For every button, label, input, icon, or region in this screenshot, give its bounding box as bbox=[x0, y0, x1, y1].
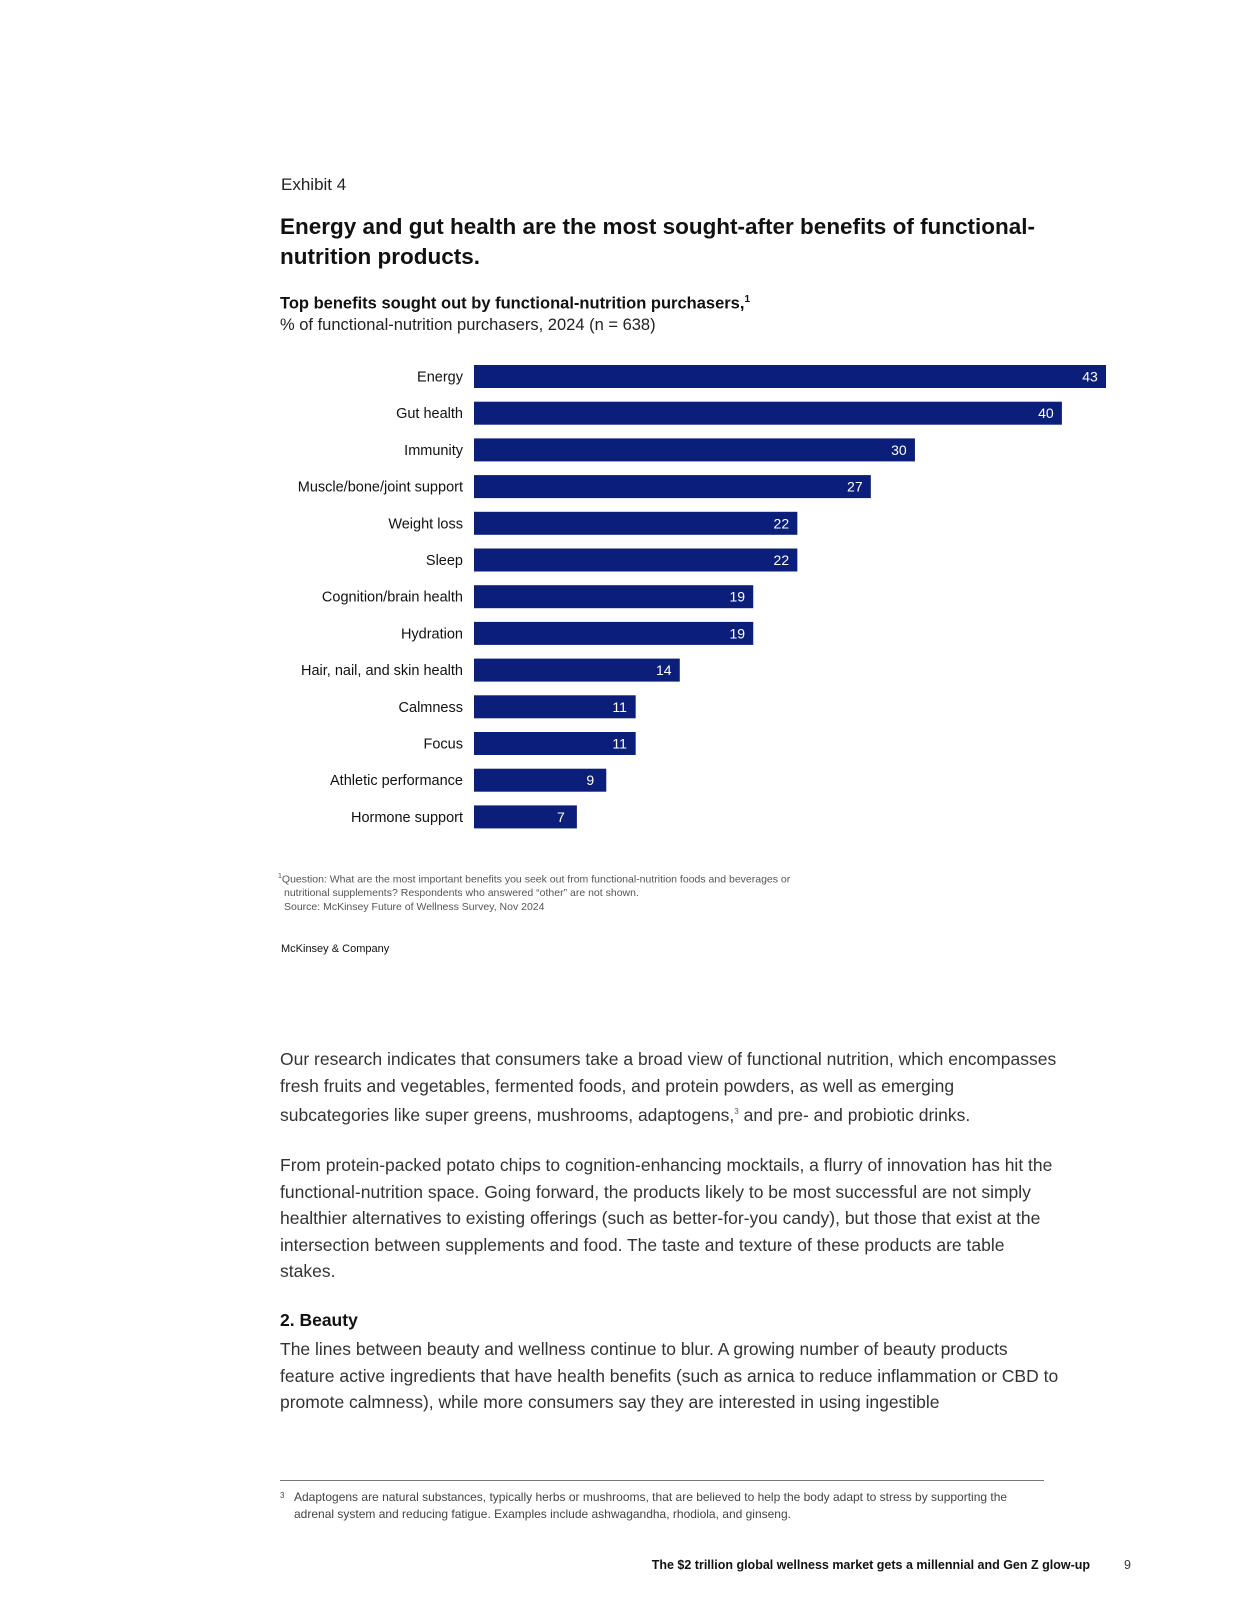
data-label: 27 bbox=[847, 479, 863, 495]
bar bbox=[474, 585, 754, 609]
running-footer-title: The $2 trillion global wellness market g… bbox=[651, 1558, 1090, 1572]
footnote-text: Adaptogens are natural substances, typic… bbox=[294, 1490, 1008, 1521]
chart-note-line-2: nutritional supplements? Respondents who… bbox=[284, 887, 639, 899]
category-label: Hormone support bbox=[351, 810, 463, 826]
category-label: Immunity bbox=[404, 443, 464, 459]
footnote-number: 3 bbox=[280, 1491, 285, 1500]
data-label: 40 bbox=[1038, 405, 1054, 421]
data-label: 11 bbox=[612, 736, 627, 752]
bar bbox=[474, 768, 607, 792]
category-label: Athletic performance bbox=[330, 773, 463, 789]
section-heading: 2. Beauty bbox=[280, 1310, 358, 1330]
data-label: 9 bbox=[586, 772, 594, 788]
data-label: 30 bbox=[891, 442, 907, 458]
page-number: 9 bbox=[1124, 1558, 1131, 1572]
chart-title-footnote-marker: 1 bbox=[744, 294, 750, 305]
body-paragraph-2: From protein-packed potato chips to cogn… bbox=[280, 1155, 1053, 1281]
exhibit-label: Exhibit 4 bbox=[281, 175, 347, 194]
bar bbox=[474, 695, 636, 719]
chart-subtitle: % of functional-nutrition purchasers, 20… bbox=[280, 316, 656, 334]
bar-chart: Energy 43 Gut health 40 Immunity 30 Muscle/bon… bbox=[298, 365, 1106, 829]
category-label: Focus bbox=[424, 737, 464, 753]
data-label: 22 bbox=[774, 515, 790, 531]
bar bbox=[474, 475, 871, 499]
body-paragraph-1: Our research indicates that consumers ta… bbox=[280, 1046, 1060, 1128]
footnote-ref-3[interactable]: 3 bbox=[734, 1107, 739, 1116]
body-paragraph-1-tail: and pre- and probiotic drinks. bbox=[738, 1104, 971, 1125]
category-label: Gut health bbox=[396, 406, 463, 422]
body-paragraph-1-text: Our research indicates that consumers ta… bbox=[280, 1049, 1057, 1125]
body-paragraph-3: The lines between beauty and wellness co… bbox=[280, 1339, 1059, 1412]
bar bbox=[474, 401, 1062, 425]
bar bbox=[474, 511, 798, 535]
data-label: 19 bbox=[729, 625, 745, 641]
data-label: 11 bbox=[612, 699, 627, 715]
bar bbox=[474, 732, 636, 755]
exhibit-headline: Energy and gut health are the most sough… bbox=[280, 214, 1036, 269]
bar bbox=[474, 805, 577, 829]
bar bbox=[474, 365, 1106, 388]
brand-credit: McKinsey & Company bbox=[281, 943, 390, 955]
chart-note-line-1: Question: What are the most important be… bbox=[281, 873, 791, 886]
category-label: Sleep bbox=[426, 553, 463, 569]
chart-title: Top benefits sought out by functional-nu… bbox=[280, 294, 750, 314]
category-label: Hair, nail, and skin health bbox=[301, 663, 463, 679]
category-label: Hydration bbox=[401, 626, 463, 642]
chart-note-marker: 1 bbox=[278, 873, 282, 880]
bar bbox=[474, 658, 680, 682]
category-label: Energy bbox=[417, 370, 464, 386]
category-label: Calmness bbox=[399, 700, 463, 716]
data-label: 7 bbox=[557, 809, 565, 825]
bar bbox=[474, 438, 915, 462]
data-label: 22 bbox=[774, 552, 790, 568]
bar bbox=[474, 621, 754, 645]
category-label: Weight loss bbox=[388, 516, 463, 532]
data-label: 19 bbox=[729, 589, 745, 605]
category-label: Muscle/bone/joint support bbox=[298, 480, 463, 496]
category-label: Cognition/brain health bbox=[322, 590, 463, 606]
bar bbox=[474, 548, 798, 572]
chart-notes: 1Question: What are the most important b… bbox=[278, 870, 878, 914]
data-label: 14 bbox=[656, 662, 672, 678]
chart-note-question: 1Question: What are the most important b… bbox=[278, 870, 878, 887]
chart-title-text: Top benefits sought out by functional-nu… bbox=[280, 294, 745, 313]
chart-source: Source: McKinsey Future of Wellness Surv… bbox=[284, 900, 545, 913]
data-label: 43 bbox=[1082, 369, 1098, 385]
footnote-divider bbox=[280, 1480, 1044, 1481]
footnote: 3 Adaptogens are natural substances, typ… bbox=[280, 1489, 1040, 1523]
